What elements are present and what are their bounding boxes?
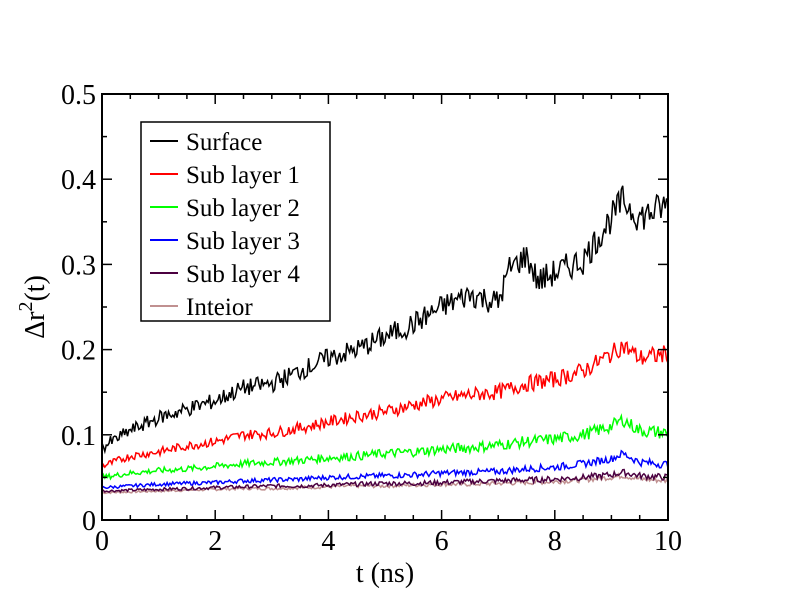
series-line-3 (101, 413, 669, 481)
y-tick-label: 0.5 (61, 80, 96, 111)
legend-label: Sub layer 4 (186, 261, 300, 288)
x-tick-labels: 0 2 4 6 8 10 (95, 526, 682, 557)
svg-text:Δr2(t): Δr2(t) (15, 275, 51, 339)
ticks-layer (101, 93, 669, 521)
x-tick-label: 6 (435, 526, 449, 557)
x-axis-label: t (ns) (356, 558, 414, 589)
y-tick-label: 0 (82, 506, 96, 537)
legend-label: Surface (186, 129, 262, 156)
x-tick-label: 8 (548, 526, 562, 557)
series-layer (101, 185, 669, 495)
x-tick-label: 0 (95, 526, 109, 557)
y-tick-labels: 0 0.1 0.2 0.3 0.4 0.5 (61, 80, 96, 537)
y-axis-label-suffix: (t) (20, 275, 51, 301)
legend: Surface Sub layer 1 Sub layer 2 Sub layer 3… (140, 121, 331, 322)
legend-label: Sub layer 3 (186, 228, 300, 255)
series-line-5 (101, 468, 669, 494)
y-tick-label: 0.1 (61, 421, 96, 452)
y-axis-label: Δr2(t) (15, 275, 51, 339)
legend-entries: Surface Sub layer 1 Sub layer 2 Sub layer 3… (150, 129, 300, 321)
legend-label: Sub layer 2 (186, 195, 300, 222)
x-tick-label: 2 (208, 526, 222, 557)
y-axis-label-sup: 2 (15, 302, 37, 312)
legend-label: Sub layer 1 (186, 162, 300, 189)
y-tick-label: 0.3 (61, 250, 96, 281)
series-line-4 (101, 449, 669, 490)
x-tick-label: 10 (654, 526, 682, 557)
y-tick-label: 0.2 (61, 336, 96, 367)
y-axis-label-base: Δr (20, 311, 51, 339)
series-line-2 (101, 341, 669, 469)
series-line-1 (101, 185, 669, 455)
legend-box (140, 121, 331, 322)
x-tick-label: 4 (321, 526, 335, 557)
y-tick-label: 0.4 (61, 165, 96, 196)
legend-label: Inteior (186, 294, 253, 321)
